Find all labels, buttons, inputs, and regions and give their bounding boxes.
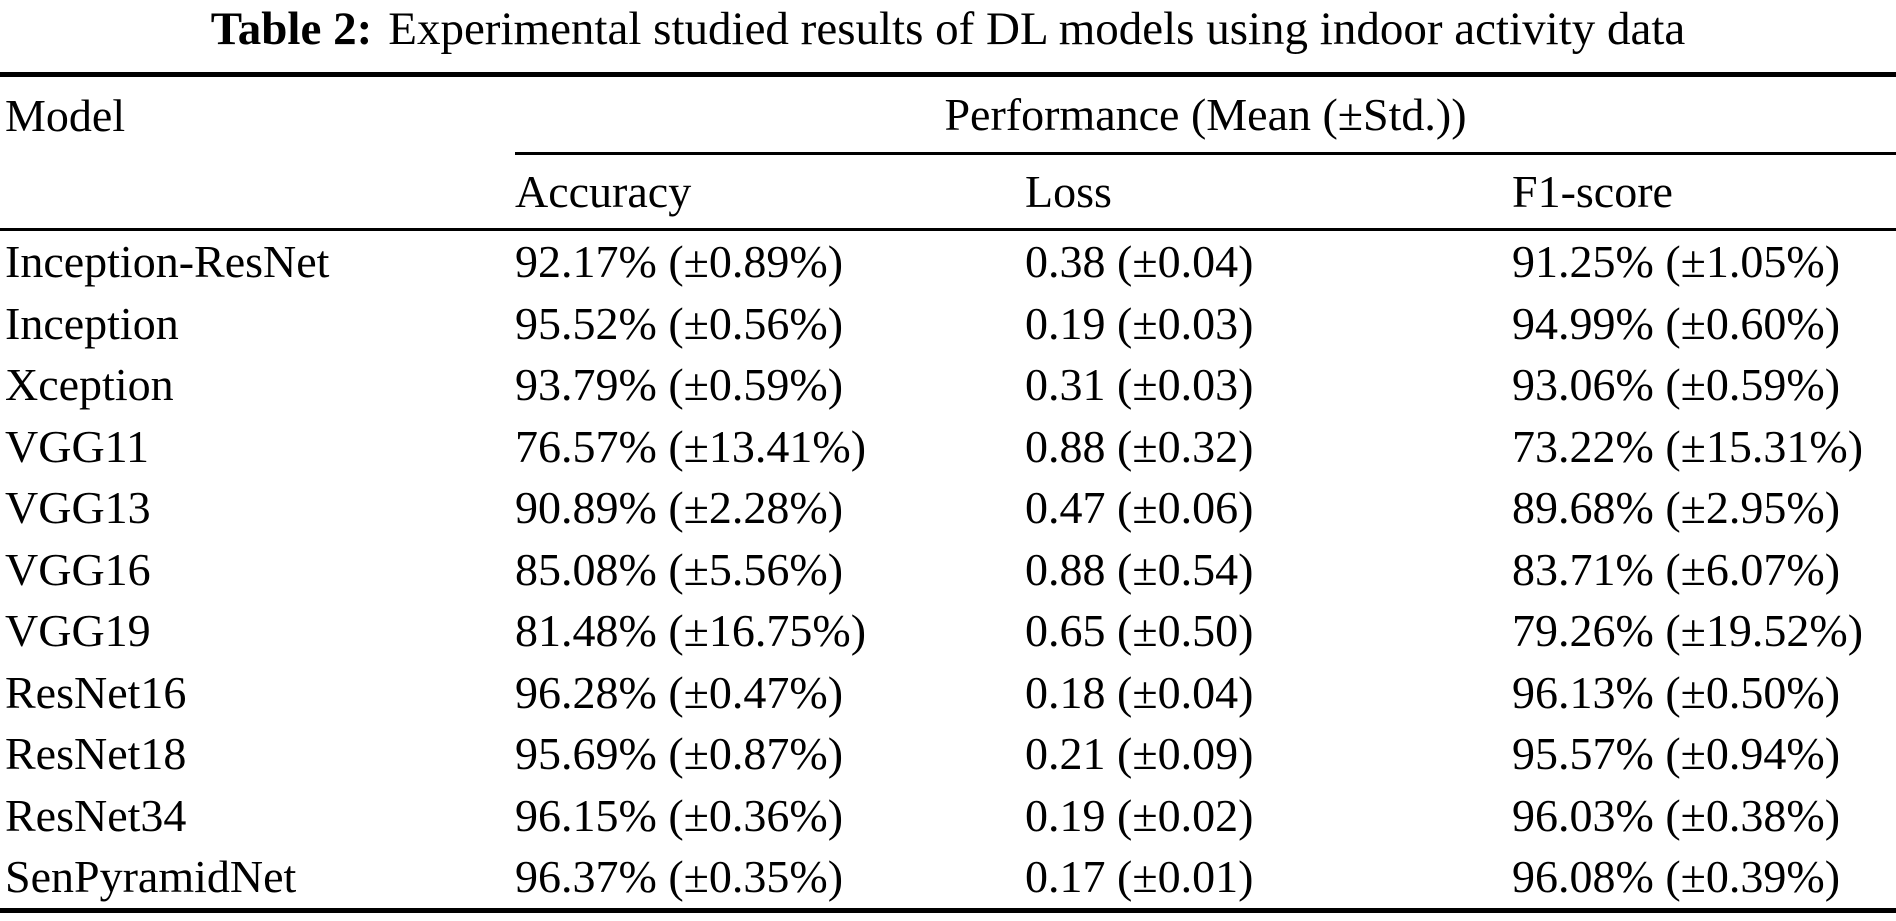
- column-header-loss: Loss: [1025, 153, 1512, 231]
- accuracy-cell: 92.17% (±0.89%): [515, 236, 844, 288]
- f1score-cell: 91.25% (±1.05%): [1512, 236, 1841, 288]
- accuracy-cell: 90.89% (±2.28%): [515, 482, 844, 534]
- table-row: ResNet18 95.69% (±0.87%) 0.21 (±0.09) 95…: [0, 723, 1896, 785]
- model-name-cell: Inception-ResNet: [5, 236, 330, 288]
- table-row: SenPyramidNet 96.37% (±0.35%) 0.17 (±0.0…: [0, 846, 1896, 913]
- results-table: Model Performance (Mean (±Std.)) Accurac…: [0, 72, 1896, 913]
- table-row: ResNet34 96.15% (±0.36%) 0.19 (±0.02) 96…: [0, 785, 1896, 847]
- loss-cell: 0.19 (±0.02): [1025, 789, 1254, 841]
- model-name-cell: VGG13: [5, 482, 151, 534]
- model-name-cell: VGG19: [5, 605, 151, 657]
- model-name-cell: SenPyramidNet: [0, 846, 515, 913]
- f1score-cell: 93.06% (±0.59%): [1512, 359, 1841, 411]
- column-header-accuracy: Accuracy: [515, 153, 1025, 231]
- loss-cell: 0.19 (±0.03): [1025, 297, 1254, 349]
- loss-cell: 0.65 (±0.50): [1025, 605, 1254, 657]
- loss-cell: 0.88 (±0.54): [1025, 543, 1254, 595]
- f1score-cell: 73.22% (±15.31%): [1512, 420, 1864, 472]
- table-row: ResNet16 96.28% (±0.47%) 0.18 (±0.04) 96…: [0, 662, 1896, 724]
- accuracy-cell: 76.57% (±13.41%): [515, 420, 867, 472]
- table-caption-label: Table 2:: [210, 3, 373, 55]
- model-name-cell: VGG11: [5, 420, 149, 472]
- table-row: VGG16 85.08% (±5.56%) 0.88 (±0.54) 83.71…: [0, 539, 1896, 601]
- column-header-model: Model: [5, 89, 126, 141]
- table-row: VGG19 81.48% (±16.75%) 0.65 (±0.50) 79.2…: [0, 600, 1896, 662]
- loss-cell: 0.31 (±0.03): [1025, 359, 1254, 411]
- header-row-sub: Accuracy Loss F1-score: [0, 153, 1896, 231]
- accuracy-cell: 81.48% (±16.75%): [515, 605, 867, 657]
- loss-cell: 0.38 (±0.04): [1025, 236, 1254, 288]
- table-row: VGG11 76.57% (±13.41%) 0.88 (±0.32) 73.2…: [0, 416, 1896, 478]
- table-caption: Table 2: Experimental studied results of …: [0, 2, 1896, 56]
- loss-cell: 0.18 (±0.04): [1025, 666, 1254, 718]
- f1score-cell: 79.26% (±19.52%): [1512, 605, 1864, 657]
- model-name-cell: ResNet34: [5, 789, 187, 841]
- column-header-f1score: F1-score: [1512, 153, 1896, 231]
- loss-cell: 0.17 (±0.01): [1025, 846, 1512, 913]
- table-row: Inception-ResNet 92.17% (±0.89%) 0.38 (±…: [0, 230, 1896, 293]
- empty-header-cell: [0, 153, 515, 231]
- column-header-performance: Performance (Mean (±Std.)): [515, 74, 1896, 155]
- f1score-cell: 95.57% (±0.94%): [1512, 728, 1841, 780]
- f1score-cell: 94.99% (±0.60%): [1512, 297, 1841, 349]
- accuracy-cell: 85.08% (±5.56%): [515, 543, 844, 595]
- loss-cell: 0.88 (±0.32): [1025, 420, 1254, 472]
- accuracy-cell: 96.37% (±0.35%): [515, 846, 1025, 913]
- loss-cell: 0.47 (±0.06): [1025, 482, 1254, 534]
- f1score-cell: 96.08% (±0.39%): [1512, 846, 1896, 913]
- f1score-cell: 96.13% (±0.50%): [1512, 666, 1841, 718]
- model-name-cell: Inception: [5, 297, 179, 349]
- table-row: Inception 95.52% (±0.56%) 0.19 (±0.03) 9…: [0, 293, 1896, 355]
- model-name-cell: ResNet18: [5, 728, 187, 780]
- table-row: VGG13 90.89% (±2.28%) 0.47 (±0.06) 89.68…: [0, 477, 1896, 539]
- accuracy-cell: 96.28% (±0.47%): [515, 666, 844, 718]
- table-body: Inception-ResNet 92.17% (±0.89%) 0.38 (±…: [0, 230, 1896, 913]
- f1score-cell: 96.03% (±0.38%): [1512, 789, 1841, 841]
- f1score-cell: 89.68% (±2.95%): [1512, 482, 1841, 534]
- model-name-cell: ResNet16: [5, 666, 187, 718]
- header-row-top: Model Performance (Mean (±Std.)): [0, 74, 1896, 155]
- model-name-cell: Xception: [5, 359, 174, 411]
- accuracy-cell: 96.15% (±0.36%): [515, 789, 844, 841]
- f1score-cell: 83.71% (±6.07%): [1512, 543, 1841, 595]
- accuracy-cell: 95.52% (±0.56%): [515, 297, 844, 349]
- accuracy-cell: 93.79% (±0.59%): [515, 359, 844, 411]
- accuracy-cell: 95.69% (±0.87%): [515, 728, 844, 780]
- model-name-cell: VGG16: [5, 543, 151, 595]
- table-row: Xception 93.79% (±0.59%) 0.31 (±0.03) 93…: [0, 354, 1896, 416]
- loss-cell: 0.21 (±0.09): [1025, 728, 1254, 780]
- table-caption-text: Experimental studied results of DL model…: [388, 3, 1686, 55]
